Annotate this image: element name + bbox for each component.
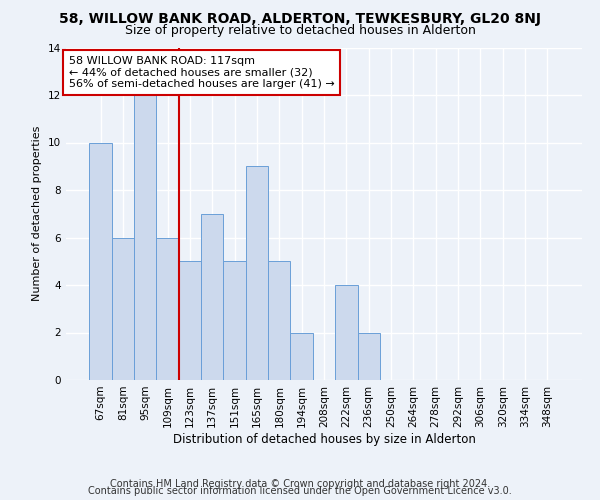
Bar xyxy=(223,261,246,380)
Y-axis label: Number of detached properties: Number of detached properties xyxy=(32,126,43,302)
Bar xyxy=(246,166,268,380)
Bar xyxy=(157,238,179,380)
Text: Size of property relative to detached houses in Alderton: Size of property relative to detached ho… xyxy=(125,24,475,37)
Bar xyxy=(112,238,134,380)
Text: 58, WILLOW BANK ROAD, ALDERTON, TEWKESBURY, GL20 8NJ: 58, WILLOW BANK ROAD, ALDERTON, TEWKESBU… xyxy=(59,12,541,26)
Bar xyxy=(335,285,358,380)
Bar xyxy=(179,261,201,380)
Text: 58 WILLOW BANK ROAD: 117sqm
← 44% of detached houses are smaller (32)
56% of sem: 58 WILLOW BANK ROAD: 117sqm ← 44% of det… xyxy=(68,56,334,89)
Text: Contains public sector information licensed under the Open Government Licence v3: Contains public sector information licen… xyxy=(88,486,512,496)
Bar xyxy=(89,142,112,380)
Text: Contains HM Land Registry data © Crown copyright and database right 2024.: Contains HM Land Registry data © Crown c… xyxy=(110,479,490,489)
X-axis label: Distribution of detached houses by size in Alderton: Distribution of detached houses by size … xyxy=(173,432,475,446)
Bar xyxy=(268,261,290,380)
Bar xyxy=(134,95,157,380)
Bar xyxy=(201,214,223,380)
Bar xyxy=(358,332,380,380)
Bar xyxy=(290,332,313,380)
